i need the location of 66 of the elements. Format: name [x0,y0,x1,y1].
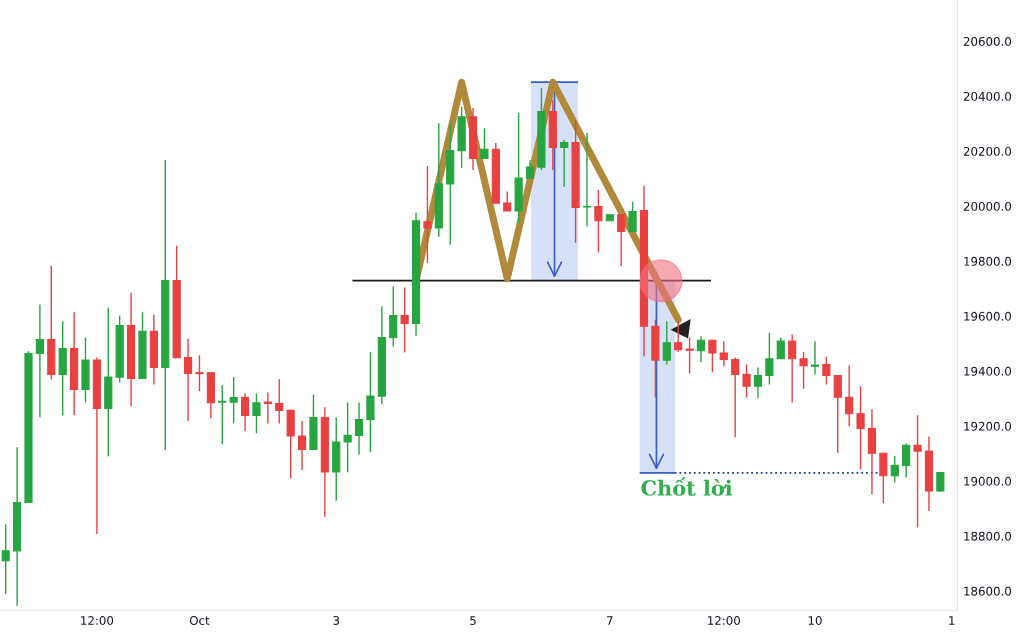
candlestick [594,189,603,254]
candlestick [366,351,375,453]
y-tick-label: 19200.0 [964,421,1012,431]
candlestick [810,340,820,376]
candlestick [799,351,808,390]
candlestick [389,285,398,348]
y-tick-label: 18600.0 [964,586,1012,596]
candlestick [617,213,626,268]
x-tick-label: 3 [333,616,340,625]
y-tick-label: 19800.0 [964,256,1012,266]
x-tick-label: 5 [470,616,476,625]
candlestick [1,523,10,595]
x-tick-label: 10 [808,616,822,625]
candlestick [229,376,238,425]
candlestick [902,442,911,479]
candlestick [776,336,785,360]
candlestick [218,384,227,445]
y-tick-label: 19000.0 [964,476,1012,486]
candlestick [696,335,706,363]
candlestick [742,363,751,399]
y-tick-label: 20400.0 [963,91,1012,101]
candlestick [400,286,409,354]
x-tick-label: Oct [189,616,210,625]
candlestick [628,201,637,233]
candlestick [674,320,683,353]
x-tick-label: 7 [607,616,613,625]
candlestick [765,332,774,386]
candlestick [890,455,899,484]
candlestick [297,420,307,471]
y-tick-label: 20600.0 [963,36,1012,46]
candlestick [845,364,854,428]
candlestick [788,333,797,404]
candlestick [560,139,569,188]
candlestick [423,165,432,264]
candlestick [719,340,728,367]
candlestick [354,401,364,456]
candlestick [240,392,250,432]
y-tick-label: 20200.0 [963,146,1012,156]
x-tick-label: 12:00 [81,616,114,625]
candlestick [480,127,489,160]
y-tick-label: 19400.0 [964,366,1012,376]
y-tick-label: 19600.0 [964,311,1012,321]
candlestick [879,452,888,505]
candlestick [913,414,922,529]
candlestick [856,385,865,470]
candlestick [195,354,204,392]
y-tick-label: 18800.0 [964,531,1012,541]
candlestick [822,356,831,386]
annotation: Chốt lời [641,477,733,496]
candlestick [275,378,284,425]
candlestick [252,392,261,434]
candlestick [525,159,535,179]
candlestick [582,132,592,228]
candlestick [833,374,842,454]
candlestick [35,303,44,418]
candlestick [343,401,352,473]
candlestick [753,366,763,399]
candlestick [662,320,671,366]
candlestick [183,337,193,422]
candlestick [708,339,717,373]
x-tick-label: 12:00 [708,616,741,625]
y-tick-label: 20000.0 [963,201,1012,211]
candlestick [503,190,512,212]
candlestick [685,336,694,375]
x-tick-label: 1 [949,616,955,625]
candlestick [731,356,740,439]
